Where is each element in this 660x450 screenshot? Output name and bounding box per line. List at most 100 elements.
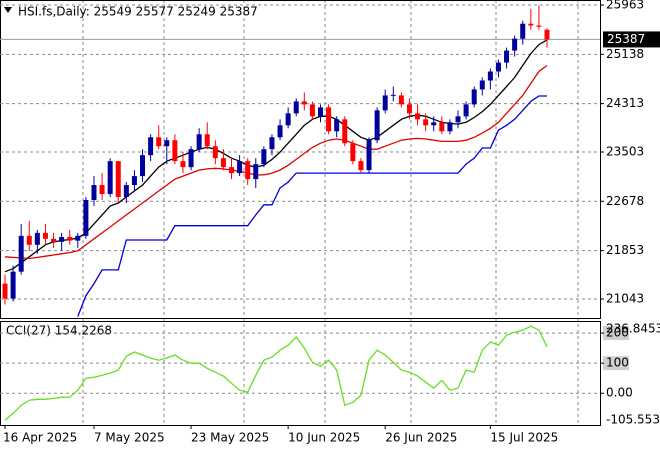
chart-title: HSI.fs,Daily: 25549 25577 25249 25387 [18, 5, 258, 19]
candle-body [423, 119, 429, 126]
candle-body [520, 23, 526, 39]
candle-body [528, 23, 534, 26]
y-tick-label: 21853 [606, 243, 644, 257]
candle-body [406, 104, 412, 114]
level-label-box [603, 326, 629, 341]
candle-body [148, 137, 154, 156]
candle-body [2, 283, 8, 299]
last-price-box [603, 31, 660, 48]
candle-body [107, 161, 113, 195]
candle-body [471, 89, 477, 105]
candle-body [99, 185, 105, 195]
candle-body [536, 25, 542, 27]
time-grid [82, 0, 579, 425]
y-tick-label: 200 [606, 326, 629, 340]
candle-body [204, 134, 210, 147]
candle-body [42, 232, 48, 239]
candle-body [180, 161, 186, 168]
axis-max-label: 236.8453 [606, 322, 660, 336]
candle-body [172, 140, 178, 162]
candle-body [309, 104, 315, 117]
indicator-line [4, 39, 548, 273]
candle-body [75, 235, 81, 241]
candle-body [544, 29, 550, 40]
cci-title: CCI(27) 154.2268 [6, 324, 112, 338]
candle-body [245, 161, 251, 180]
indicator-line [77, 95, 547, 317]
cci-frame [0, 321, 601, 426]
candle-body [10, 271, 16, 299]
candle-body [479, 80, 485, 90]
candle-body [431, 122, 437, 126]
candle-body [317, 107, 323, 117]
candle-body [495, 62, 501, 72]
level-label-box [603, 356, 629, 371]
axis-min-label: -105.5538 [606, 413, 660, 427]
candle-body [140, 155, 146, 177]
y-tick-label: 100 [606, 356, 629, 370]
candle-body [439, 122, 445, 132]
candle-body [220, 158, 226, 168]
y-tick-label: 25963 [606, 0, 644, 12]
candle-body [350, 143, 356, 162]
candle-body [196, 134, 202, 150]
candle-body [455, 116, 461, 123]
y-tick-label: 23503 [606, 145, 644, 159]
candle-body [326, 107, 332, 132]
y-tick-label: 24313 [606, 96, 644, 110]
candle-body [398, 95, 404, 105]
candle-body [212, 146, 218, 159]
candle-body [26, 235, 32, 245]
candle-body [51, 238, 57, 242]
candle-body [67, 237, 73, 241]
candle-body [382, 95, 388, 111]
candle-body [277, 125, 283, 138]
x-tick-label: 10 Jun 2025 [288, 431, 360, 445]
candle-body [91, 185, 97, 200]
candle-body [34, 232, 40, 245]
candle-body [115, 161, 121, 198]
cci-line [4, 325, 548, 421]
candle-body [237, 161, 243, 174]
x-tick-label: 15 Jul 2025 [490, 431, 558, 445]
collapse-arrow[interactable] [4, 7, 12, 13]
y-tick-label: 0.00 [606, 386, 633, 400]
candle-body [188, 149, 194, 168]
candle-body [342, 119, 348, 144]
x-tick-label: 23 May 2025 [191, 431, 269, 445]
candle-body [447, 122, 453, 132]
candle-body [285, 113, 291, 126]
candle-body [229, 167, 235, 174]
candle-body [334, 119, 340, 132]
candle-body [301, 101, 307, 105]
candle-body [59, 237, 65, 242]
candle-body [366, 140, 372, 171]
candle-body [374, 110, 380, 141]
candle-body [487, 71, 493, 81]
x-tick-label: 16 Apr 2025 [3, 431, 77, 445]
y-tick-label: 22678 [606, 194, 644, 208]
candle-body [390, 94, 396, 96]
candle-body [131, 176, 137, 186]
y-tick-label: 25138 [606, 47, 644, 61]
y-tick-label: 21043 [606, 291, 644, 305]
candle-body [269, 137, 275, 150]
candle-body [293, 101, 299, 114]
price-frame [0, 0, 601, 319]
candle-body [463, 104, 469, 117]
candle-body [164, 140, 170, 147]
candle-body [83, 199, 89, 236]
candle-body [156, 137, 162, 147]
candle-body [18, 235, 24, 272]
indicator-line [4, 64, 548, 260]
candle-body [512, 38, 518, 51]
candle-body [415, 113, 421, 120]
x-tick-label: 7 May 2025 [94, 431, 165, 445]
candle-body [261, 149, 267, 165]
candle-body [358, 161, 364, 171]
candle-body [123, 185, 129, 198]
x-tick-label: 26 Jun 2025 [385, 431, 457, 445]
candle-body [253, 164, 259, 180]
